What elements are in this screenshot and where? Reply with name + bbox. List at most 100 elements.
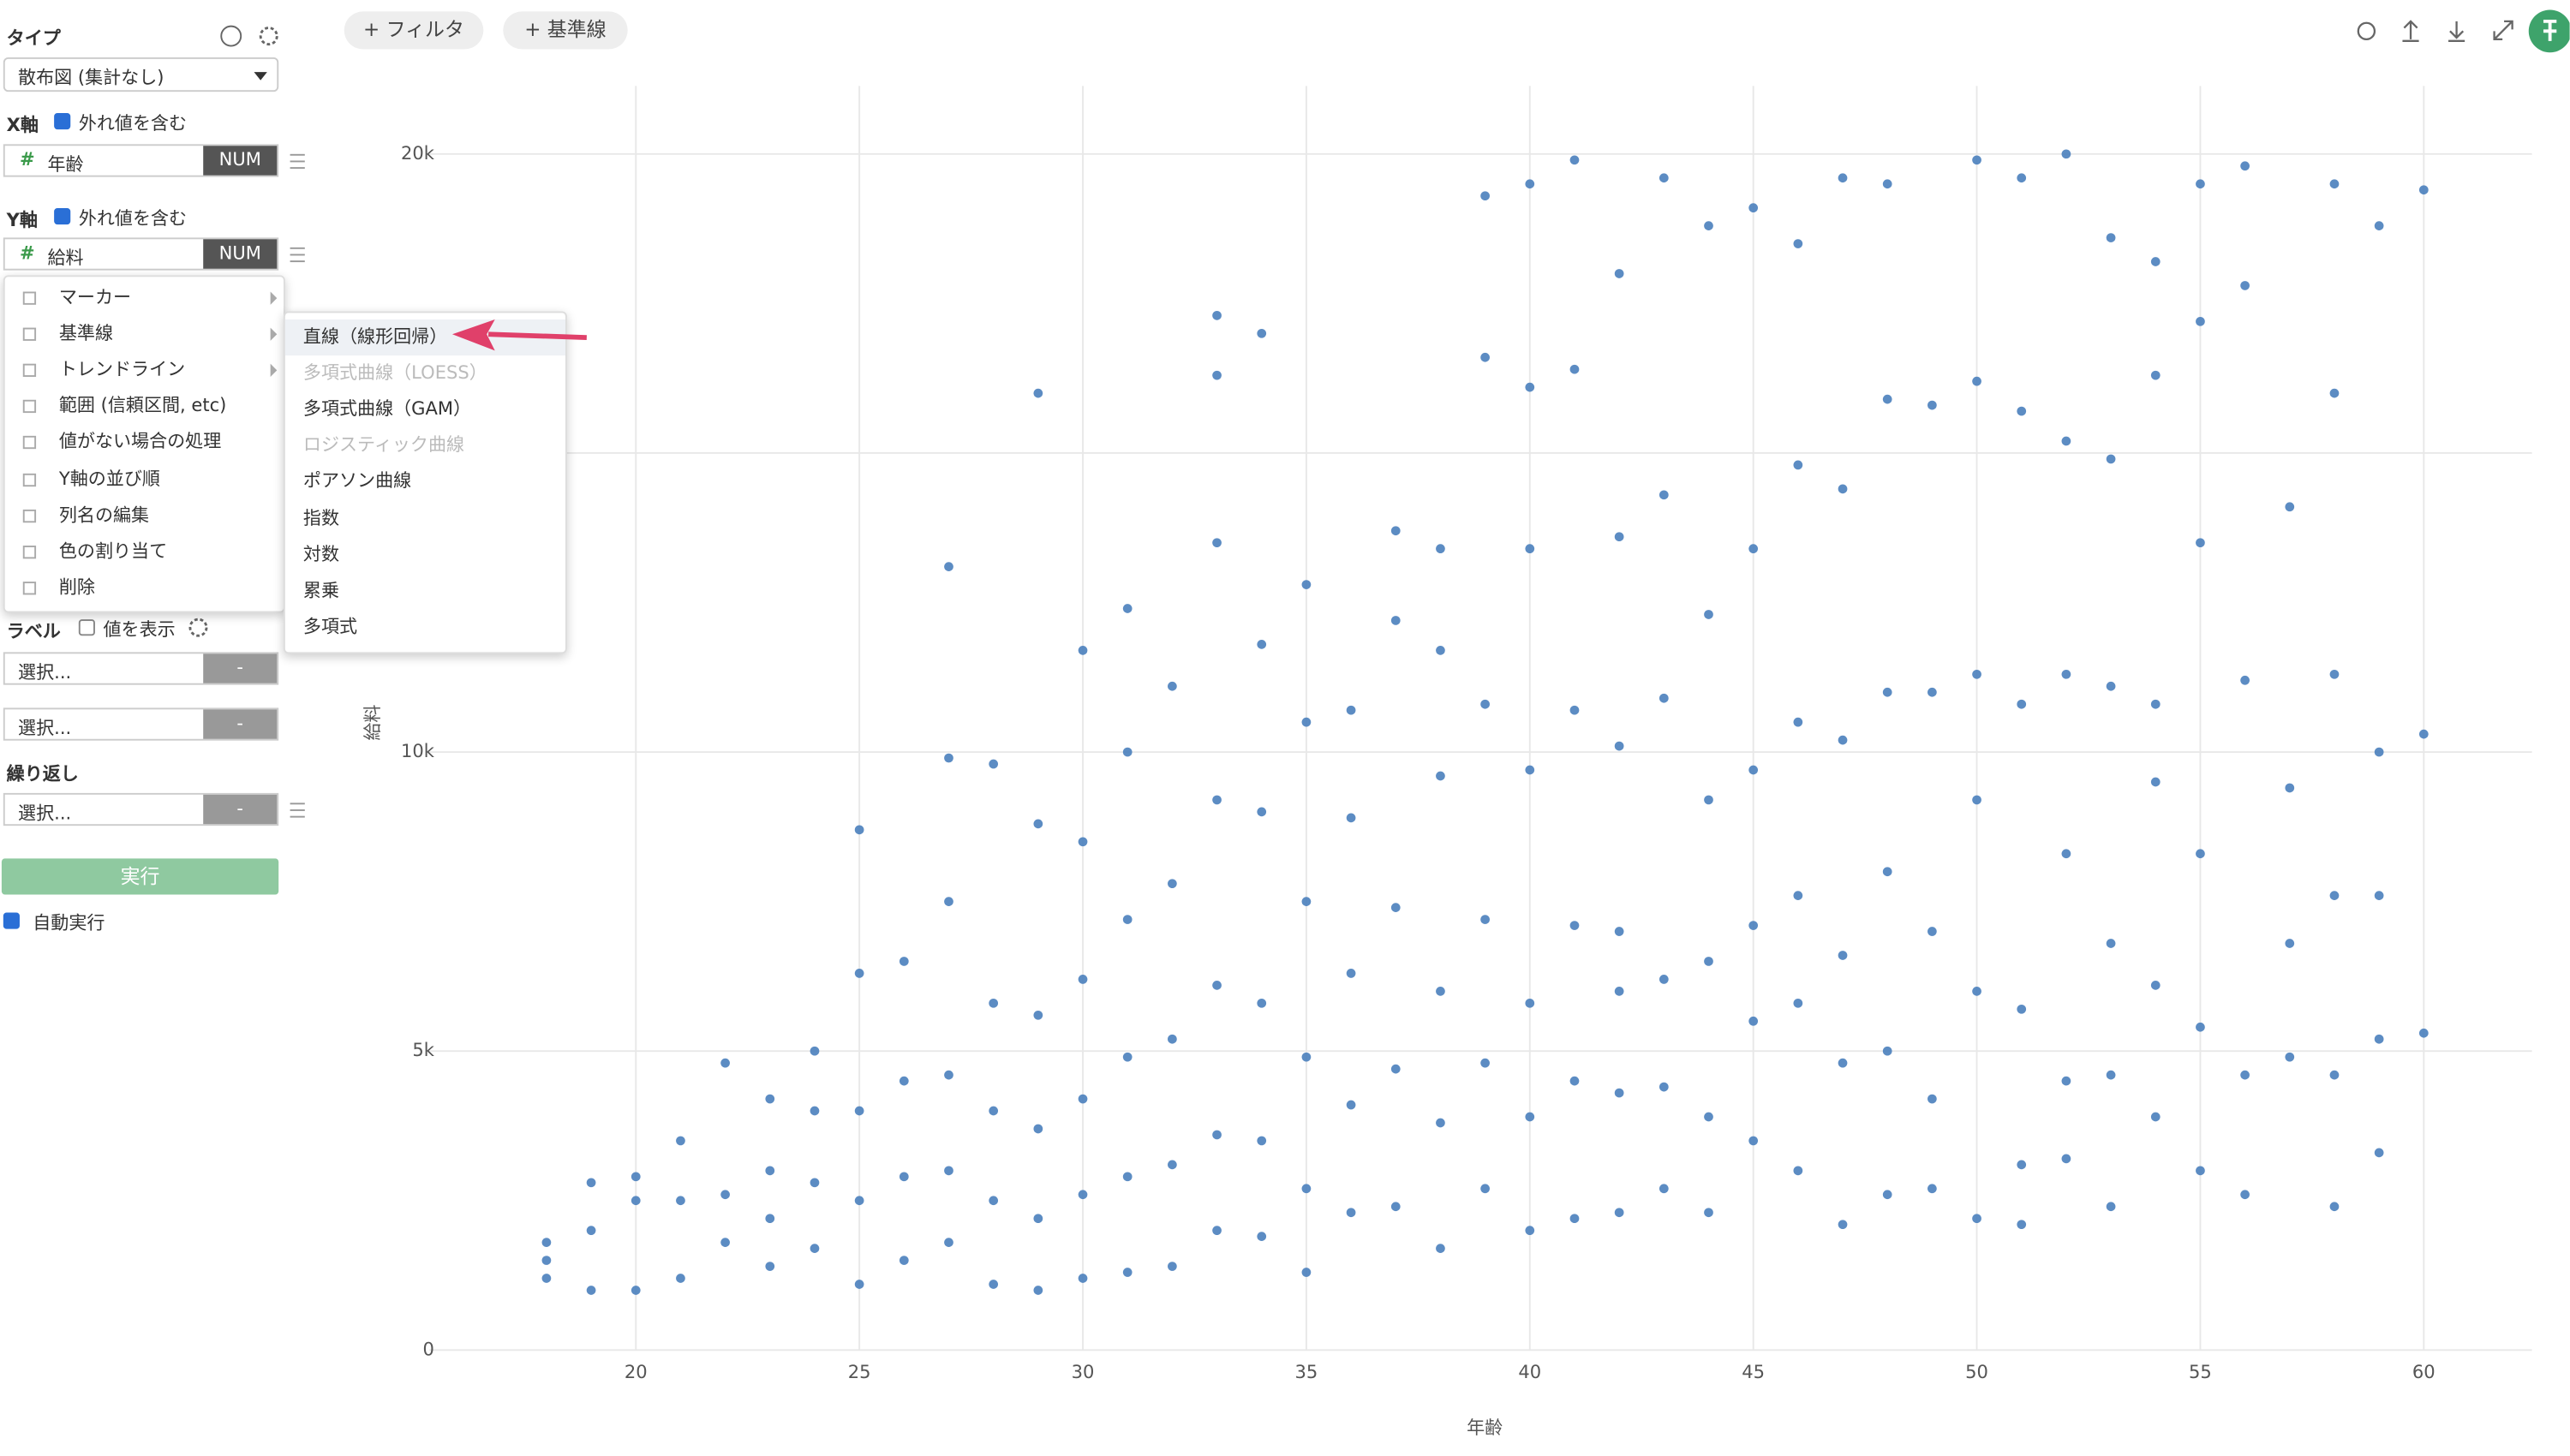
data-point (2240, 675, 2250, 685)
data-point (676, 1136, 685, 1146)
repeat-menu[interactable] (290, 803, 305, 818)
data-point (2374, 747, 2384, 757)
menu-item[interactable]: マーカー (5, 280, 284, 316)
label-select-1-type: - (203, 653, 278, 683)
data-point (541, 1256, 552, 1265)
data-point (1659, 1184, 1669, 1194)
data-point (854, 1106, 864, 1116)
data-point (2418, 1028, 2429, 1038)
x-tick-label: 60 (2412, 1361, 2436, 1382)
y-tick-label: 20k (401, 142, 435, 164)
auto-run-checkbox[interactable] (3, 912, 20, 929)
reference-line-button[interactable]: + 基準線 (503, 11, 628, 50)
menu-item[interactable]: 範囲 (信頼区間, etc) (5, 389, 284, 425)
data-point (1168, 1262, 1177, 1271)
data-point (2329, 669, 2340, 679)
x-tick-label: 40 (1518, 1361, 1541, 1382)
menu-item[interactable]: 基準線 (5, 316, 284, 352)
numeric-icon: # (19, 242, 35, 264)
data-point (1301, 897, 1312, 906)
data-point (2418, 729, 2429, 739)
menu-item-label: トレンドライン (58, 359, 186, 381)
menu-item[interactable]: トレンドライン (5, 353, 284, 389)
data-point (2196, 1022, 2205, 1032)
repeat-select-type: - (203, 794, 278, 825)
data-point (989, 998, 999, 1008)
comment-icon[interactable] (2357, 21, 2376, 41)
submenu-item[interactable]: 対数 (302, 543, 339, 565)
label-settings-icon[interactable] (187, 616, 210, 639)
y-outliers-checkbox[interactable] (54, 207, 71, 225)
filter-button[interactable]: + フィルタ (344, 11, 484, 50)
data-point (1122, 604, 1133, 613)
menu-item[interactable]: Y軸の並び順 (5, 462, 284, 498)
menu-item[interactable]: 値がない場合の処理 (5, 425, 284, 461)
y-column-type: NUM (203, 239, 278, 269)
menu-item[interactable]: 列名の編集 (5, 498, 284, 534)
y-column-menu[interactable] (290, 247, 305, 263)
data-point (1257, 1232, 1267, 1242)
data-point (1168, 1160, 1177, 1170)
x-column-field[interactable]: # 年齢 NUM (3, 144, 279, 177)
data-point (989, 759, 999, 769)
numeric-icon: # (19, 149, 35, 170)
menu-item[interactable]: 色の割り当て (5, 534, 284, 570)
data-point (1928, 400, 1937, 410)
data-point (586, 1286, 596, 1295)
chart-type-value: 散布図 (集計なし) (18, 67, 164, 89)
chart-type-select[interactable]: 散布図 (集計なし) (3, 57, 279, 92)
expand-icon[interactable] (2493, 20, 2513, 41)
data-point (1704, 1208, 1713, 1218)
download-icon[interactable] (2448, 21, 2465, 42)
reference-line-submenu: 直線（線形回帰） 多項式曲線（LOESS） 多項式曲線（GAM） ロジスティック曲線ポ… (283, 311, 567, 654)
data-point (676, 1196, 685, 1206)
data-point (586, 1178, 596, 1188)
data-point (1436, 544, 1445, 554)
menu-item[interactable]: 削除 (5, 570, 284, 606)
help-icon[interactable] (220, 25, 242, 47)
settings-icon[interactable] (259, 27, 278, 46)
label-select-2[interactable]: 選択... - (3, 707, 279, 741)
x-tick-label: 45 (1742, 1361, 1765, 1382)
data-point (1257, 1136, 1267, 1146)
type-icons[interactable] (219, 23, 285, 50)
upload-icon[interactable] (2402, 20, 2419, 42)
submenu-item[interactable]: 累乗 (302, 579, 339, 601)
data-point (810, 1106, 820, 1116)
submenu-item[interactable]: 多項式 (302, 615, 358, 637)
toolbar-icons[interactable] (2357, 9, 2570, 53)
menu-item-label: 値がない場合の処理 (58, 431, 222, 453)
data-point (1525, 998, 1535, 1008)
data-point (2017, 1160, 2027, 1170)
menu-item-label: 基準線 (58, 323, 113, 344)
submenu-item[interactable]: 指数 (302, 507, 339, 528)
data-point (899, 1076, 909, 1086)
data-point (1704, 610, 1713, 619)
label-select-1[interactable]: 選択... - (3, 652, 279, 685)
data-point (2329, 1070, 2340, 1080)
run-button[interactable]: 実行 (1, 858, 279, 895)
data-point (1838, 484, 1848, 494)
data-point (1793, 460, 1803, 470)
repeat-select[interactable]: 選択... - (3, 792, 279, 826)
data-point (2106, 454, 2116, 464)
label-select-2-type: - (203, 709, 278, 739)
data-point (2285, 939, 2295, 948)
y-column-field[interactable]: # 給料 NUM (3, 237, 279, 271)
data-point (586, 1226, 596, 1236)
data-point (2196, 179, 2205, 189)
menu-item-label: 範囲 (信頼区間, etc) (58, 395, 227, 417)
x-tick-label: 55 (2189, 1361, 2212, 1382)
data-point (1704, 795, 1713, 805)
submenu-item[interactable]: ポアソン曲線 (302, 470, 412, 492)
data-point (810, 1244, 820, 1253)
y-tick-label: 5k (412, 1039, 434, 1060)
data-point (541, 1274, 552, 1283)
show-values-checkbox[interactable] (78, 619, 95, 636)
data-point (2017, 1220, 2027, 1230)
x-outliers-checkbox[interactable] (54, 112, 71, 130)
data-point (854, 969, 864, 978)
x-column-menu[interactable] (290, 153, 305, 170)
submenu-item[interactable]: 多項式曲線（GAM） (302, 398, 472, 421)
